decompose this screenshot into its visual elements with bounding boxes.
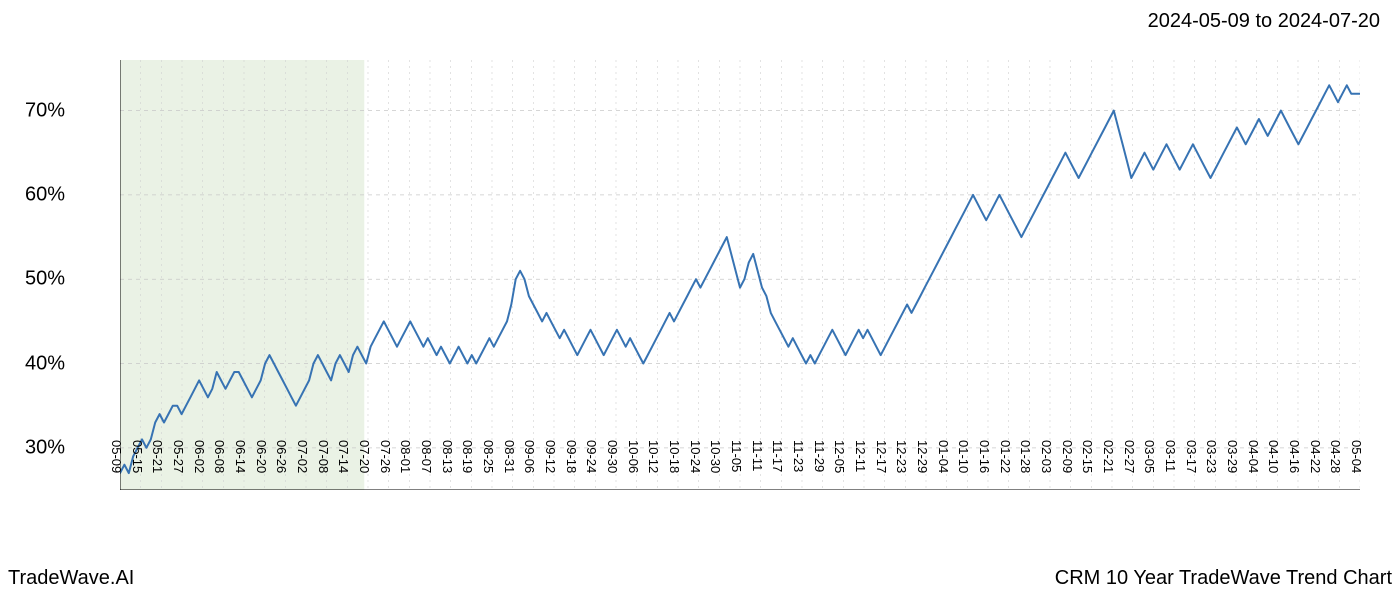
x-tick-label: 03-11 <box>1163 440 1178 472</box>
x-tick-label: 05-09 <box>109 440 124 473</box>
x-tick-label: 07-20 <box>357 440 372 473</box>
y-tick-label: 50% <box>25 268 65 291</box>
x-tick-label: 10-18 <box>667 440 682 473</box>
x-tick-label: 03-23 <box>1204 440 1219 473</box>
x-tick-label: 01-22 <box>998 440 1013 473</box>
x-tick-label: 12-05 <box>832 440 847 473</box>
x-tick-label: 01-16 <box>977 440 992 473</box>
x-tick-label: 11-29 <box>812 440 827 472</box>
x-tick-label: 10-06 <box>626 440 641 473</box>
x-tick-label: 02-15 <box>1080 440 1095 473</box>
x-tick-label: 04-16 <box>1287 440 1302 473</box>
x-tick-label: 08-25 <box>481 440 496 473</box>
x-tick-label: 06-08 <box>212 440 227 473</box>
x-tick-label: 08-31 <box>502 440 517 473</box>
x-tick-label: 04-04 <box>1246 440 1261 473</box>
x-tick-label: 08-19 <box>460 440 475 473</box>
x-tick-label: 08-01 <box>398 440 413 473</box>
x-tick-label: 12-11 <box>853 440 868 472</box>
x-tick-label: 07-02 <box>295 440 310 473</box>
x-tick-label: 11-23 <box>791 440 806 472</box>
x-tick-label: 04-22 <box>1308 440 1323 473</box>
x-tick-label: 04-28 <box>1328 440 1343 473</box>
x-tick-label: 02-03 <box>1039 440 1054 473</box>
x-tick-label: 10-30 <box>708 440 723 473</box>
x-tick-label: 10-12 <box>646 440 661 473</box>
x-tick-label: 02-21 <box>1101 440 1116 473</box>
x-tick-label: 09-24 <box>584 440 599 473</box>
x-tick-label: 12-29 <box>915 440 930 473</box>
brand-label: TradeWave.AI <box>8 567 134 590</box>
x-tick-label: 06-02 <box>192 440 207 473</box>
x-tick-label: 11-05 <box>729 440 744 472</box>
x-tick-label: 08-07 <box>419 440 434 473</box>
x-tick-label: 07-08 <box>316 440 331 473</box>
x-tick-label: 12-23 <box>894 440 909 473</box>
x-tick-label: 02-09 <box>1060 440 1075 473</box>
x-tick-label: 09-30 <box>605 440 620 473</box>
x-tick-label: 02-27 <box>1122 440 1137 473</box>
x-tick-label: 06-26 <box>274 440 289 473</box>
x-tick-label: 07-26 <box>378 440 393 473</box>
x-tick-label: 09-18 <box>564 440 579 473</box>
x-tick-label: 01-10 <box>956 440 971 473</box>
x-tick-label: 11-17 <box>770 440 785 472</box>
chart-title: CRM 10 Year TradeWave Trend Chart <box>1055 567 1392 590</box>
x-tick-label: 03-05 <box>1142 440 1157 473</box>
y-tick-label: 70% <box>25 99 65 122</box>
x-tick-label: 12-17 <box>874 440 889 473</box>
date-range: 2024-05-09 to 2024-07-20 <box>1148 10 1380 33</box>
x-tick-label: 01-28 <box>1018 440 1033 473</box>
y-tick-label: 60% <box>25 183 65 206</box>
x-axis: 05-0905-1505-2105-2706-0206-0806-1406-20… <box>120 440 1360 500</box>
y-tick-label: 30% <box>25 436 65 459</box>
x-tick-label: 05-27 <box>171 440 186 473</box>
x-tick-label: 04-10 <box>1266 440 1281 473</box>
x-tick-label: 05-15 <box>130 440 145 473</box>
x-tick-label: 11-11 <box>750 440 765 471</box>
y-tick-label: 40% <box>25 352 65 375</box>
x-tick-label: 10-24 <box>688 440 703 473</box>
x-tick-label: 05-04 <box>1349 440 1364 473</box>
line-chart <box>120 60 1360 490</box>
x-tick-label: 08-13 <box>440 440 455 473</box>
chart-area: 30%40%50%60%70% 05-0905-1505-2105-2706-0… <box>120 60 1360 490</box>
x-tick-label: 06-14 <box>233 440 248 473</box>
x-tick-label: 03-29 <box>1225 440 1240 473</box>
x-tick-label: 09-12 <box>543 440 558 473</box>
x-tick-label: 07-14 <box>336 440 351 473</box>
x-tick-label: 06-20 <box>254 440 269 473</box>
x-tick-label: 03-17 <box>1184 440 1199 473</box>
x-tick-label: 05-21 <box>150 440 165 473</box>
x-tick-label: 09-06 <box>522 440 537 473</box>
x-tick-label: 01-04 <box>936 440 951 473</box>
